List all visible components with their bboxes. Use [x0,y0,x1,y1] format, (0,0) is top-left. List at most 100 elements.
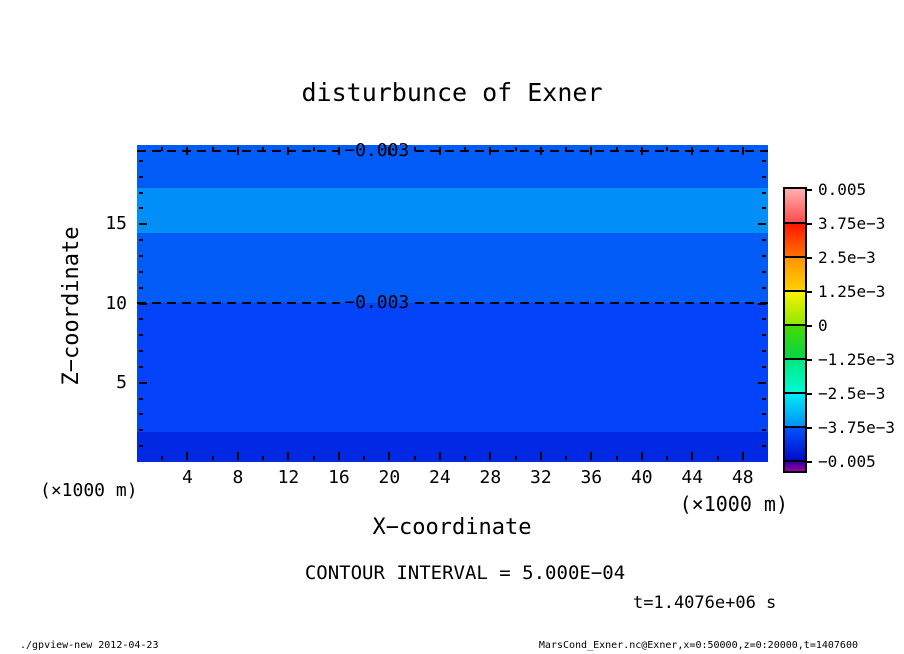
axis-tick [139,381,147,384]
colorbar-segment [785,223,805,257]
colorbar-segment [785,257,805,291]
axis-tick [741,452,744,460]
axis-tick [762,318,766,321]
colorbar-label: −3.75e−3 [818,418,896,437]
colorbar-label: 0.005 [818,180,867,199]
contour-line-label: −0.003 [344,291,410,313]
x-tick-label: 16 [328,467,350,488]
axis-tick [640,452,643,460]
axis-tick [762,365,766,368]
axis-tick [139,413,143,416]
axis-tick [762,445,766,448]
contour-interval-label: CONTOUR INTERVAL = 5.000E−04 [304,562,626,584]
axis-tick [186,147,189,155]
axis-tick [762,254,766,257]
contour-band [137,232,768,303]
axis-tick [539,452,542,460]
axis-tick [762,286,766,289]
contour-line [414,301,768,304]
colorbar-divider [785,222,805,224]
contour-line-label: −0.003 [344,139,410,161]
z-tick-label: 15 [105,213,127,235]
axis-tick [139,429,143,432]
contour-band [137,187,768,233]
axis-tick [762,191,766,194]
axis-tick [139,191,143,194]
axis-tick [489,452,492,460]
axis-tick [539,147,542,155]
axis-tick [388,147,391,155]
axis-tick [161,147,164,151]
axis-tick [565,147,568,151]
axis-tick [762,270,766,273]
colorbar-divider [785,256,805,258]
colorbar-divider [785,290,805,292]
plot-area: −0.003 −0.003 [137,140,768,462]
axis-tick [615,456,618,460]
x-tick-label: 48 [731,467,754,488]
axis-tick [640,147,643,155]
colorbar-segment [785,325,805,359]
axis-tick [211,147,214,151]
axis-tick [758,223,766,226]
axis-tick [762,159,766,162]
axis-tick [236,452,239,460]
axis-tick [762,175,766,178]
axis-tick [262,147,265,151]
colorbar-segment [785,189,805,223]
colorbar [783,187,807,473]
colorbar-label: 1.25e−3 [818,282,886,301]
axis-tick [762,413,766,416]
colorbar-tick [807,393,812,395]
axis-tick [312,456,315,460]
x-tick-label: 32 [529,467,552,488]
colorbar-segment [785,359,805,393]
axis-tick [590,147,593,155]
axis-tick [758,381,766,384]
colorbar-segment [785,393,805,427]
axis-tick [139,254,143,257]
axis-tick [161,456,164,460]
axis-tick [186,452,189,460]
contour-band [137,431,768,462]
z-tick-label: 5 [116,371,127,393]
colorbar-segment [785,291,805,325]
axis-tick [762,429,766,432]
colorbar-tick [807,461,812,463]
axis-tick [139,223,147,226]
axis-tick [691,147,694,155]
axis-tick [565,456,568,460]
axis-tick [262,456,265,460]
axis-tick [762,207,766,210]
axis-tick [489,147,492,155]
colorbar-label: 2.5e−3 [818,248,876,267]
axis-tick [139,365,143,368]
axis-tick [337,147,340,155]
axis-tick [312,147,315,151]
x-tick-label: 44 [681,467,704,488]
axis-tick [139,286,143,289]
axis-tick [590,452,593,460]
x-tick-label: 8 [232,467,244,488]
contour-line [137,301,340,304]
colorbar-tick [807,325,812,327]
axis-tick [716,456,719,460]
x-tick-label: 4 [182,467,193,488]
axis-tick [139,270,143,273]
axis-tick [762,350,766,353]
axis-tick [741,147,744,155]
axis-tick [413,147,416,151]
colorbar-label: −2.5e−3 [818,384,886,403]
colorbar-divider [785,324,805,326]
contour-band [137,145,768,188]
axis-tick [139,207,143,210]
colorbar-tick [807,223,812,225]
colorbar-label: 0 [818,316,828,335]
axis-tick [388,452,391,460]
axis-tick [514,147,517,151]
colorbar-segment [785,461,805,471]
axis-tick [716,147,719,151]
axis-tick [758,302,766,305]
axis-tick [287,147,290,155]
